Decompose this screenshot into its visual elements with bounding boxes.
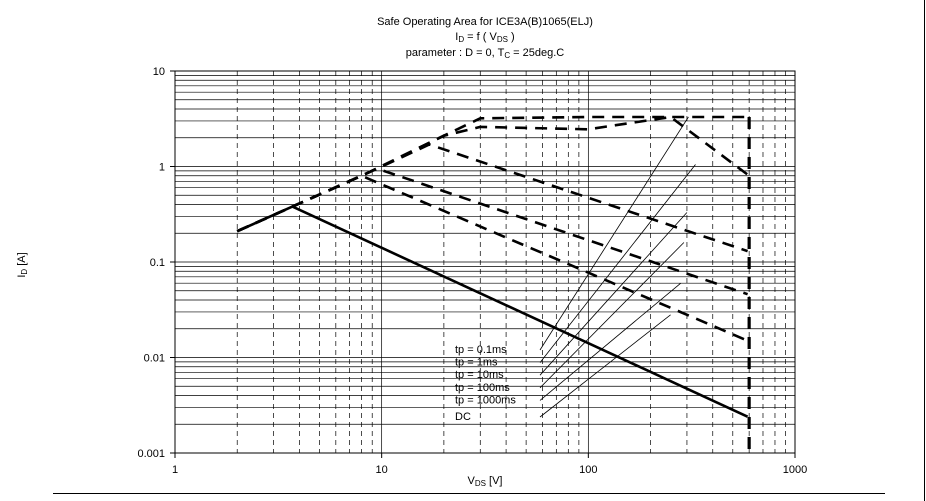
legend-leaders bbox=[539, 116, 696, 418]
y-tick-label: 0.001 bbox=[137, 448, 165, 460]
page-border bbox=[924, 0, 925, 501]
legend-leader-line bbox=[539, 242, 685, 389]
bottom-rule bbox=[53, 493, 885, 494]
xlabel-sub: DS bbox=[474, 479, 486, 488]
subtitle-i-sub: D bbox=[458, 35, 465, 44]
subtitle-end: ) bbox=[507, 31, 515, 43]
xlabel-main: V bbox=[467, 475, 475, 487]
x-axis-label: VDS [V] bbox=[467, 475, 503, 488]
legend-entry: tp = 10ms bbox=[455, 369, 504, 381]
legend-leader-line bbox=[539, 116, 689, 351]
series-line bbox=[236, 174, 749, 342]
x-tick-label: 10 bbox=[376, 464, 388, 476]
y-tick-label: 10 bbox=[153, 66, 165, 78]
y-axis-label: ID [A] bbox=[16, 252, 29, 278]
y-tick-label: 0.1 bbox=[150, 257, 165, 269]
legend-entry: tp = 1000ms bbox=[455, 394, 516, 406]
chart-title-text: Safe Operating Area for ICE3A(B)1065(ELJ… bbox=[377, 16, 593, 28]
legend-leader-line bbox=[539, 282, 682, 401]
series-group bbox=[236, 115, 751, 453]
ylabel-unit: [A] bbox=[16, 252, 28, 269]
x-tick-label: 100 bbox=[579, 464, 597, 476]
legend-entry: tp = 1ms bbox=[455, 357, 498, 369]
legend-entry: tp = 100ms bbox=[455, 382, 510, 394]
x-tick-label: 1 bbox=[172, 464, 178, 476]
ylabel-sub: D bbox=[20, 268, 29, 275]
ylabel-main: I bbox=[16, 274, 28, 278]
y-tick-label: 1 bbox=[159, 162, 165, 174]
subtitle-i: I bbox=[455, 31, 459, 43]
chart-parameter-line: parameter : D = 0, TC = 25deg.C bbox=[175, 47, 795, 60]
xlabel-unit: [V] bbox=[485, 475, 503, 487]
grid bbox=[170, 70, 796, 458]
subtitle-v-sub: DS bbox=[496, 35, 508, 44]
legend-leader-line bbox=[539, 212, 688, 376]
y-tick-label: 0.01 bbox=[144, 353, 165, 365]
chart-subtitle: ID = f ( VDS ) bbox=[175, 31, 795, 44]
param-end: = 25deg.C bbox=[510, 47, 565, 59]
x-tick-label: 1000 bbox=[783, 464, 807, 476]
chart-title: Safe Operating Area for ICE3A(B)1065(ELJ… bbox=[175, 16, 795, 29]
legend-entry: DC bbox=[455, 411, 471, 423]
series-line bbox=[236, 115, 750, 233]
legend-entry: tp = 0.1ms bbox=[455, 344, 507, 356]
param-sub: C bbox=[504, 51, 511, 60]
legend-leader-line bbox=[539, 164, 696, 363]
series-line bbox=[236, 205, 749, 418]
tick-labels: 1 10 100 1000 0.001 0.01 0.1 1 10 bbox=[137, 66, 807, 476]
param-main: parameter : D = 0, T bbox=[405, 47, 505, 59]
series-line bbox=[236, 115, 750, 233]
subtitle-mid: = f ( V bbox=[464, 31, 497, 43]
legend-leader-line bbox=[539, 314, 671, 418]
